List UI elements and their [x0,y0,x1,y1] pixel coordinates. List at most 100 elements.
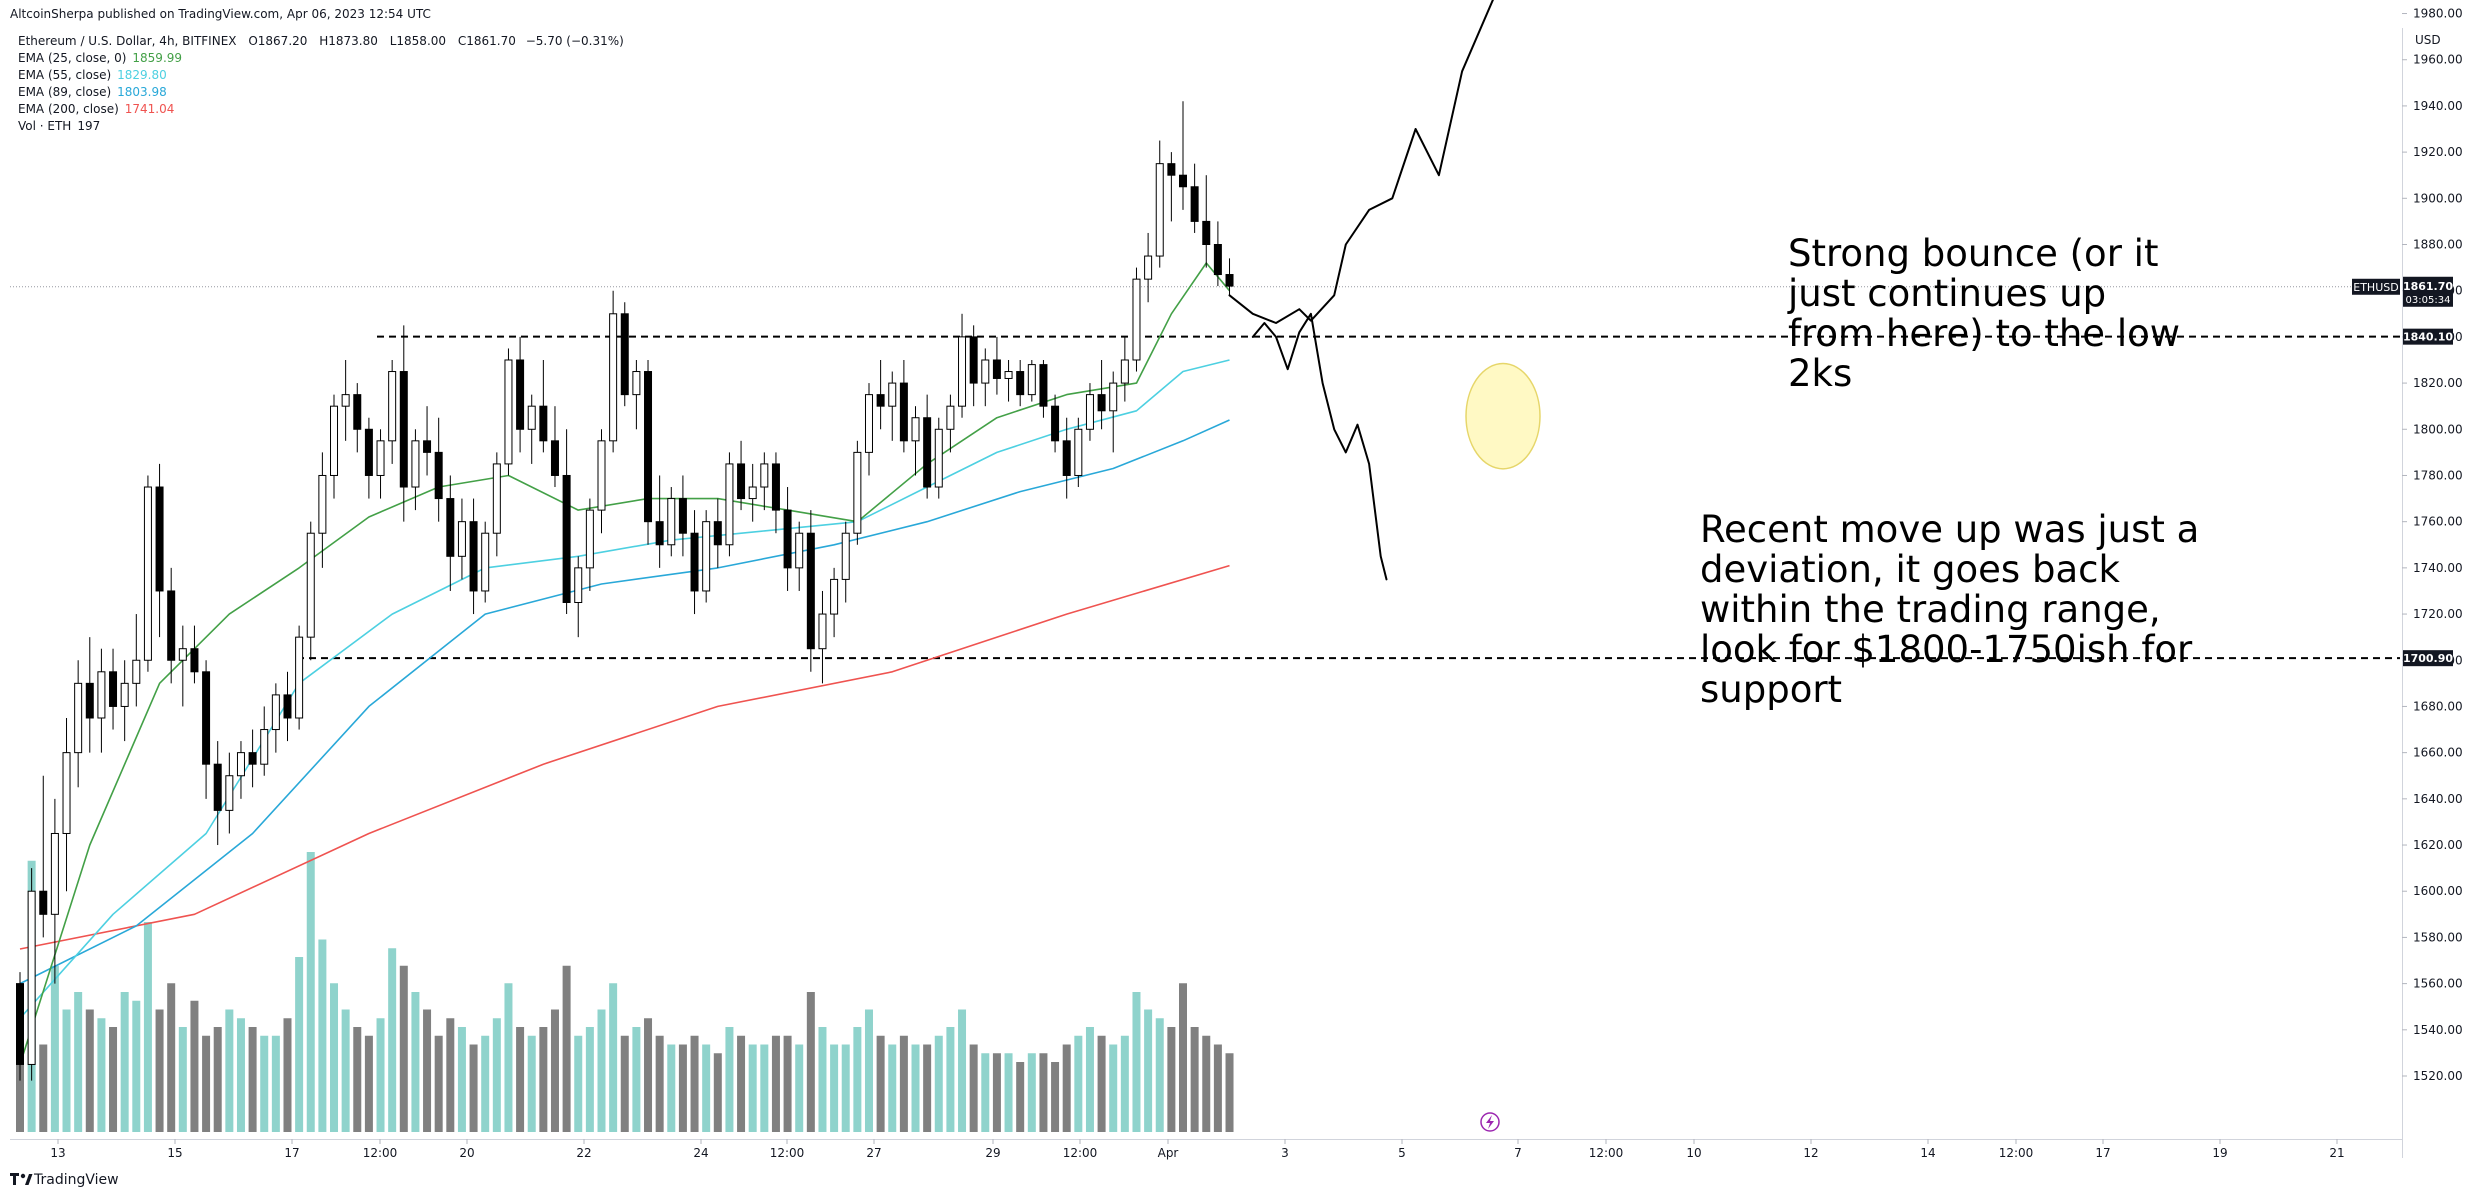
candle [713,498,722,568]
candle-body [1155,163,1164,257]
price-tick-label: 1540.00 [2413,1023,2463,1037]
candle [702,510,711,603]
bearish-line-4: look for $1800-1750ish for [1700,628,2193,671]
bearish-line-3: within the trading range, [1700,588,2161,631]
candle-body [178,648,187,661]
candle [1109,371,1118,453]
volume-bar [283,1018,292,1132]
candle [109,648,118,730]
time-tick-label: 12:00 [363,1146,398,1160]
ema200-line [19,564,1230,950]
candle-body [934,428,943,488]
bullish-line-3: from here) to the low [1788,312,2180,355]
volume-bar [876,1035,885,1132]
volume-bar [713,1053,722,1132]
volume-bar [574,1035,583,1132]
volume-bar [958,1009,967,1132]
candle-body [1213,244,1222,276]
volume-bar [969,1044,978,1132]
price-tags: ETHUSD 1861.70 03:05:34 1840.10 1700.90 [2352,276,2453,667]
legend-label: EMA (200, close) [18,102,119,116]
candle [225,752,234,834]
bullish-line-2: just continues up [1787,272,2106,315]
candle [236,741,245,799]
legend-value: 1803.98 [117,85,167,99]
time-tick-label: 12:00 [1999,1146,2034,1160]
price-tick-label: 1640.00 [2413,792,2463,806]
candle-body [574,567,583,604]
candle [644,359,653,545]
volume-bar [667,1044,676,1132]
candle [504,348,513,476]
candle-body [992,359,1001,379]
candle-body [783,509,792,569]
volume-bar [85,1009,94,1132]
volume-bar [1144,1009,1153,1132]
volume-bar [1202,1035,1211,1132]
candle-body [713,521,722,546]
time-tick-label: 21 [2329,1146,2344,1160]
candle [364,417,373,499]
volume-bar [1213,1044,1222,1132]
time-tick-label: 24 [693,1146,708,1160]
candle-body [818,613,827,650]
volume-bar [457,1027,466,1132]
candle-body [260,729,269,765]
candle-body [1039,364,1048,407]
candle [1120,336,1129,402]
level-tag-bg [2403,328,2453,345]
support-zone-ellipse [1465,362,1541,470]
candle-body [423,440,432,453]
volume-bar [644,1018,653,1132]
legend-item: EMA (25, close, 0) 1859.99 [18,51,182,65]
candle-body [364,428,373,476]
volume-bar [1155,1018,1164,1132]
candle [27,868,36,1081]
time-tick-label: 14 [1920,1146,1935,1160]
ohlc-high: H1873.80 [319,34,378,48]
support-zone [1465,362,1541,470]
candle [923,394,932,499]
candle [1190,163,1199,233]
projection-up-path [1228,0,1494,324]
candle-body [330,405,339,476]
projection-drawings [1228,0,1494,581]
price-tick-label: 1680.00 [2413,699,2463,713]
time-axis[interactable]: 13 15 17 12:00 20 22 24 12:00 27 29 12:00 Apr 3 5 7 12:… [50,1139,2345,1160]
candle-body [1179,174,1187,188]
price-tick-label: 1800.00 [2413,422,2463,436]
candle-body [225,775,234,811]
volume-bar [213,1027,222,1132]
volume-bar [795,1044,804,1132]
volume-bar [353,1027,362,1132]
price-tick-label: 1920.00 [2413,145,2463,159]
candle [306,521,315,661]
legend-item: Vol · ETH 197 [18,119,100,133]
candle [527,394,536,464]
symbol-name: Ethereum / U.S. Dollar, 4h, BITFINEX [18,34,237,48]
volume-bar [399,965,408,1132]
volume-bar [818,1027,827,1132]
candle [341,359,350,441]
bolt-icon[interactable] [1480,1112,1500,1132]
candle-body [527,405,536,430]
candle [492,452,501,557]
candle [411,429,420,511]
volume-bar [248,1027,257,1132]
volume-bar [632,1027,641,1132]
candle-body [213,763,222,811]
candle [1132,267,1141,372]
volume-bar [748,1044,757,1132]
candle [678,475,687,557]
candle-body [1062,440,1071,476]
ohlc-change: −5.70 (−0.31%) [526,34,624,48]
ohlc-low: L1858.00 [390,34,446,48]
candle [899,359,908,453]
volume-bar [1074,1035,1083,1132]
price-tick-label: 1880.00 [2413,238,2463,252]
price-tick-label: 1760.00 [2413,515,2463,529]
candle [97,648,106,753]
price-axis[interactable]: 2020.002000.001980.001960.001940.001920.… [2402,0,2463,1083]
volume-bars [16,852,1234,1132]
